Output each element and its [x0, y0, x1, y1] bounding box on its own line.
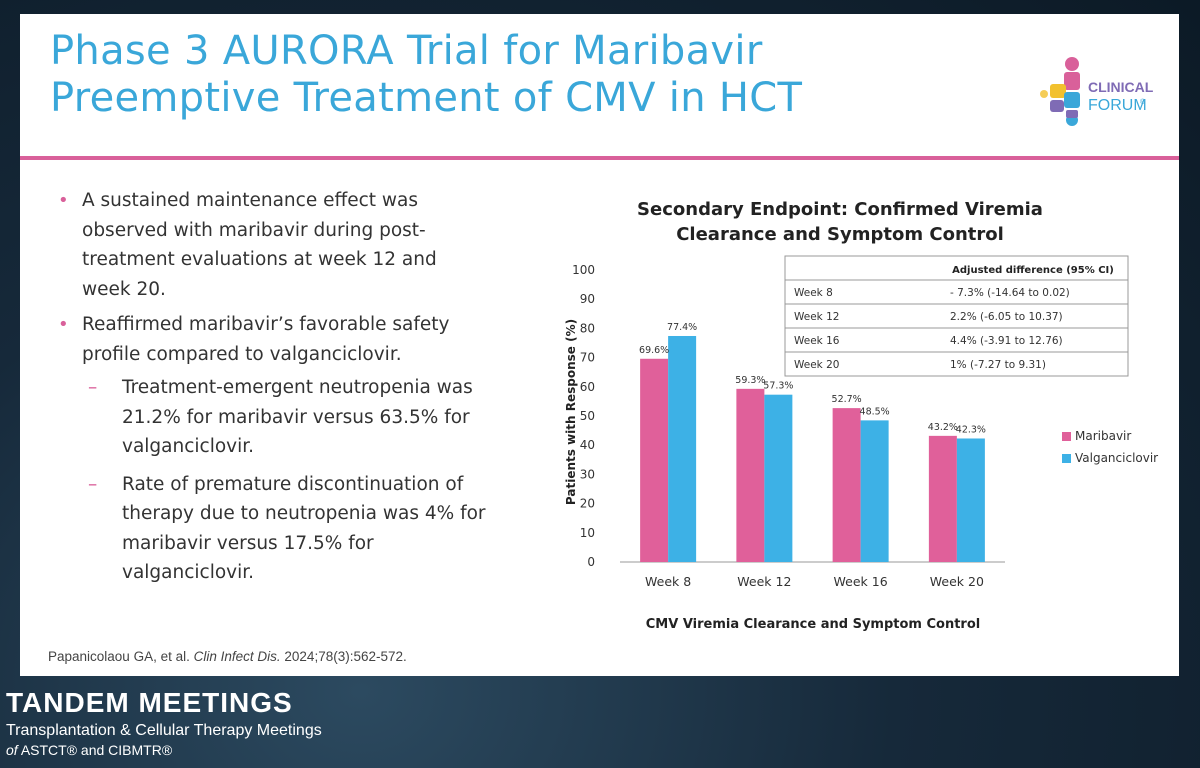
- table-row-value: 1% (-7.27 to 9.31): [950, 359, 1046, 371]
- slide-title: Phase 3 AURORA Trial for Maribavir Preem…: [50, 28, 802, 122]
- y-tick-label: 60: [580, 380, 595, 394]
- bar-valganciclovir-week-12: [764, 394, 793, 562]
- x-tick-label: Week 16: [834, 574, 888, 589]
- x-tick-label: Week 20: [930, 574, 984, 589]
- bar-value-label: 42.3%: [956, 424, 986, 435]
- table-row-value: - 7.3% (-14.64 to 0.02): [950, 287, 1070, 299]
- bar-maribavir-week-12: [736, 388, 765, 562]
- brand-org-prefix: of: [6, 742, 18, 758]
- y-tick-label: 50: [580, 409, 595, 423]
- table-row-week: Week 20: [794, 359, 839, 371]
- chart-title-line-1: Secondary Endpoint: Confirmed Viremia: [637, 199, 1043, 220]
- table-row-week: Week 8: [794, 287, 833, 299]
- table-row-week: Week 16: [794, 335, 840, 347]
- bar-value-labels: 69.6% 77.4% 59.3%57.3% 52.7%48.5% 43.2%42.3%: [639, 322, 986, 435]
- y-tick-label: 20: [580, 497, 595, 511]
- x-tick-label: Week 8: [645, 574, 691, 589]
- slide: Phase 3 AURORA Trial for Maribavir Preem…: [20, 14, 1179, 676]
- title-divider: [20, 156, 1179, 160]
- bullet-text: Reaffirmed maribavir’s favorable safety …: [82, 314, 450, 365]
- clinical-forum-logo: CLINICAL FORUM ®: [1040, 57, 1154, 126]
- y-tick-label: 90: [580, 292, 595, 306]
- bar-valganciclovir-week-20: [956, 438, 985, 562]
- title-line-1: Phase 3 AURORA Trial for Maribavir: [50, 28, 763, 74]
- legend-label-valganciclovir: Valganciclovir: [1075, 451, 1158, 465]
- sub-bullet-item: Treatment-emergent neutropenia was 21.2%…: [82, 373, 486, 462]
- table-frame: [784, 255, 1129, 377]
- y-tick-label: 40: [580, 438, 595, 452]
- table-row-week: Week 12: [794, 311, 839, 323]
- bar-value-label: 43.2%: [928, 422, 958, 433]
- bar-series: [640, 335, 985, 562]
- x-axis-label: CMV Viremia Clearance and Symptom Contro…: [646, 617, 980, 632]
- table-header: Adjusted difference (95% CI): [952, 265, 1114, 276]
- bar-valganciclovir-week-16: [860, 420, 889, 562]
- sub-bullet-text: Rate of premature discontinuation of the…: [122, 473, 486, 584]
- citation: Papanicolaou GA, et al. Clin Infect Dis.…: [48, 649, 407, 664]
- y-tick-label: 80: [580, 321, 595, 335]
- bullet-text: A sustained maintenance effect was obser…: [82, 190, 437, 300]
- logo-registered-mark: ®: [1140, 98, 1146, 106]
- clinical-forum-people-icon: [1040, 57, 1080, 126]
- y-tick-label: 30: [580, 467, 595, 481]
- bar-maribavir-week-20: [928, 435, 957, 562]
- x-axis-ticks: Week 8 Week 12 Week 16 Week 20: [645, 574, 984, 589]
- y-tick-label: 70: [580, 351, 595, 365]
- table-row-value: 4.4% (-3.91 to 12.76): [950, 335, 1063, 347]
- bar-maribavir-week-8: [640, 358, 669, 562]
- tandem-meetings-branding: TANDEM MEETINGS Transplantation & Cellul…: [6, 688, 322, 759]
- table-rows: Week 8 - 7.3% (-14.64 to 0.02) Week 12 2.2%…: [785, 279, 1128, 371]
- sub-bullet-item: Rate of premature discontinuation of the…: [82, 470, 486, 588]
- bar-value-label: 52.7%: [832, 394, 862, 405]
- bar-value-label: 59.3%: [735, 375, 765, 386]
- y-axis-ticks: 0 10 20 30 40 50 60 70 80 90 100: [572, 263, 595, 569]
- x-tick-label: Week 12: [737, 574, 791, 589]
- bar-valganciclovir-week-8: [668, 335, 697, 562]
- citation-journal: Clin Infect Dis.: [193, 649, 281, 664]
- logo-line-1: CLINICAL: [1088, 79, 1154, 95]
- bullet-item: A sustained maintenance effect was obser…: [56, 186, 486, 304]
- y-tick-label: 100: [572, 263, 595, 277]
- logo-line-2: FORUM: [1088, 97, 1147, 114]
- legend-swatch-valganciclovir: [1062, 454, 1071, 463]
- brand-subtitle: Transplantation & Cellular Therapy Meeti…: [6, 722, 322, 739]
- bullet-item: Reaffirmed maribavir’s favorable safety …: [56, 310, 486, 588]
- bar-value-label: 69.6%: [639, 345, 669, 356]
- legend-label-maribavir: Maribavir: [1075, 429, 1131, 443]
- bullet-list: A sustained maintenance effect was obser…: [56, 186, 486, 596]
- bar-maribavir-week-16: [832, 408, 861, 562]
- sub-bullet-list: Treatment-emergent neutropenia was 21.2%…: [82, 373, 486, 588]
- y-axis-label: Patients with Response (%): [564, 319, 578, 505]
- citation-authors: Papanicolaou GA, et al.: [48, 649, 190, 664]
- legend-swatch-maribavir: [1062, 432, 1071, 441]
- bar-value-label: 77.4%: [667, 322, 697, 333]
- title-line-2: Preemptive Treatment of CMV in HCT: [50, 75, 803, 121]
- bar-value-label: 57.3%: [763, 381, 793, 392]
- y-tick-label: 0: [587, 555, 595, 569]
- table-row-value: 2.2% (-6.05 to 10.37): [950, 311, 1063, 323]
- legend: Maribavir Valganciclovir: [1062, 429, 1158, 465]
- citation-details: 2024;78(3):562-572.: [284, 649, 407, 664]
- response-bar-chart: Secondary Endpoint: Confirmed Viremia Cl…: [564, 199, 1158, 632]
- brand-org: of ASTCT® and CIBMTR®: [6, 741, 322, 759]
- brand-org-name: ASTCT® and CIBMTR®: [20, 742, 173, 758]
- chart-title-line-2: Clearance and Symptom Control: [676, 224, 1004, 245]
- y-tick-label: 10: [580, 526, 595, 540]
- brand-title: TANDEM MEETINGS: [6, 687, 293, 718]
- adjusted-difference-table: Adjusted difference (95% CI) Week 8 - 7.3…: [784, 255, 1129, 377]
- bar-value-label: 48.5%: [860, 406, 890, 417]
- sub-bullet-text: Treatment-emergent neutropenia was 21.2%…: [122, 377, 473, 457]
